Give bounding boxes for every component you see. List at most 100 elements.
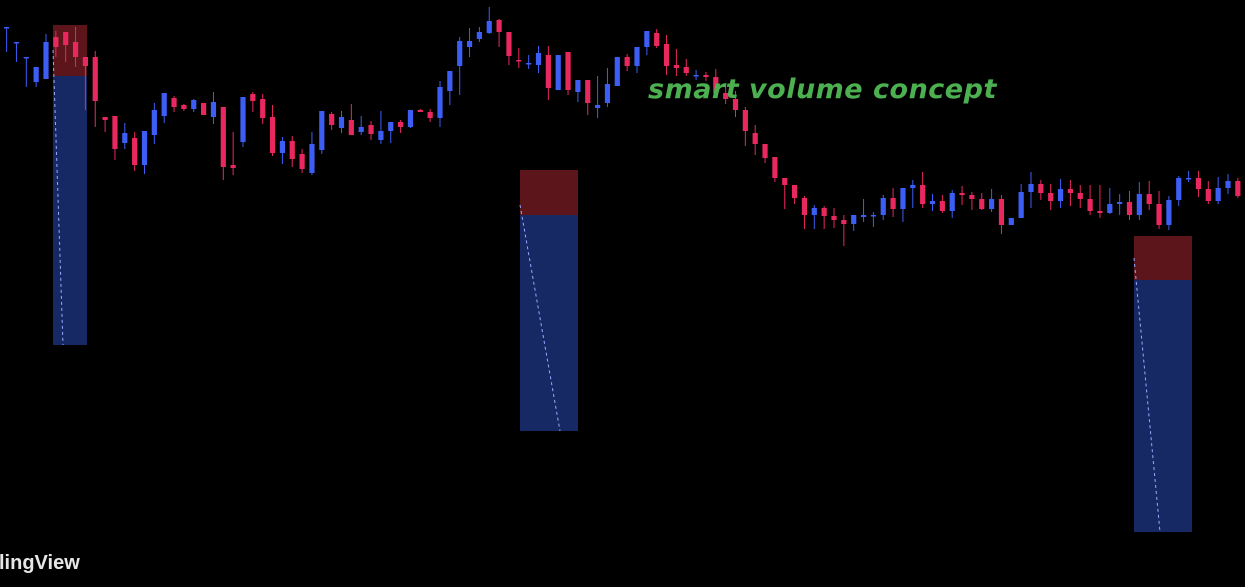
candle-body	[920, 185, 926, 204]
candle-body	[998, 199, 1005, 225]
candle-body	[102, 117, 108, 120]
candle-body	[1126, 202, 1133, 215]
candle-body	[939, 201, 945, 211]
candle-body	[230, 165, 236, 168]
candle-body	[1146, 194, 1152, 204]
candle-body	[457, 41, 463, 66]
candle-body	[289, 141, 295, 159]
candle-body	[240, 97, 246, 142]
candle-body	[23, 57, 29, 59]
candle-body	[1235, 181, 1241, 196]
candle-body	[929, 201, 936, 204]
candle-body	[860, 215, 867, 217]
candle-body	[122, 133, 128, 143]
candle-body	[63, 32, 69, 45]
candle-body	[663, 44, 670, 66]
candle-body	[1008, 218, 1014, 225]
candle-body	[299, 154, 305, 169]
candle-body	[595, 105, 601, 108]
candle-body	[683, 67, 689, 73]
candle-body	[732, 99, 739, 110]
candle-body	[831, 216, 837, 220]
candle-body	[782, 178, 788, 185]
zone-3-dashed-line	[1133, 257, 1161, 533]
candle-body	[260, 99, 266, 118]
candle-body	[171, 98, 177, 107]
candle-body	[53, 37, 59, 47]
candle-body	[634, 47, 640, 66]
candle-body	[181, 105, 187, 109]
candle-body	[201, 103, 207, 115]
candle-body	[1117, 202, 1123, 204]
candle-body	[516, 60, 522, 62]
candle-body	[654, 33, 660, 46]
candle-body	[1225, 181, 1231, 188]
candle-body	[4, 27, 10, 29]
candle-body	[1077, 193, 1083, 199]
candle-body	[1156, 204, 1162, 225]
candle-body	[398, 122, 404, 127]
candle-body	[604, 84, 611, 103]
candle-body	[1067, 189, 1073, 193]
candle-body	[388, 122, 394, 131]
candle-body	[72, 42, 79, 57]
candle-body	[378, 131, 384, 140]
candle-body	[1087, 199, 1093, 211]
candle-body	[279, 141, 285, 153]
candle-body	[141, 131, 148, 165]
candle-body	[1136, 194, 1142, 215]
candle-body	[752, 133, 758, 144]
candle-body	[575, 80, 581, 92]
candle-body	[92, 57, 98, 101]
candle-body	[43, 42, 49, 79]
candle-body	[250, 94, 256, 101]
candle-body	[417, 110, 423, 112]
candle-body	[890, 198, 896, 209]
candle-body	[358, 127, 364, 132]
candle-body	[1028, 184, 1034, 192]
zone-1-demand	[53, 76, 87, 345]
candle-body	[959, 193, 965, 195]
watermark-logo: lingView	[0, 552, 80, 574]
candle-body	[329, 114, 335, 125]
candle-body	[565, 52, 571, 90]
candle-body	[309, 144, 315, 173]
candle-body	[1205, 189, 1211, 201]
candle-body	[969, 195, 975, 199]
candle-body	[427, 112, 433, 118]
candle-body	[132, 138, 138, 165]
candle-body	[673, 65, 679, 68]
candle-body	[545, 55, 551, 88]
candle-layer	[4, 7, 1241, 246]
zone-2-demand	[520, 215, 578, 431]
candle-body	[900, 188, 906, 209]
candle-body	[762, 144, 768, 158]
candle-body	[1195, 178, 1202, 189]
zone-1-supply	[53, 25, 87, 76]
candle-body	[220, 107, 226, 167]
candle-body	[723, 93, 729, 99]
zone-2-dashed-line	[519, 204, 561, 432]
candle-body	[1166, 200, 1172, 225]
candle-body	[585, 80, 591, 103]
candle-body	[614, 57, 620, 86]
candle-body	[13, 42, 20, 44]
candle-body	[161, 93, 167, 116]
candle-body	[880, 198, 886, 215]
candle-body	[368, 125, 374, 134]
candle-body	[496, 20, 502, 32]
candle-body	[742, 110, 748, 131]
candle-body	[1057, 189, 1064, 201]
candle-body	[1018, 192, 1024, 218]
candle-body	[713, 77, 719, 93]
candle-body	[1048, 193, 1054, 201]
candle-body	[210, 102, 217, 117]
annotation-text: smart volume concept	[648, 74, 997, 105]
candle-body	[703, 75, 709, 77]
candle-body	[407, 110, 414, 127]
zone-layer	[52, 25, 1192, 533]
candle-body	[1038, 184, 1044, 193]
candle-body	[1097, 211, 1103, 213]
candle-body	[476, 32, 482, 39]
